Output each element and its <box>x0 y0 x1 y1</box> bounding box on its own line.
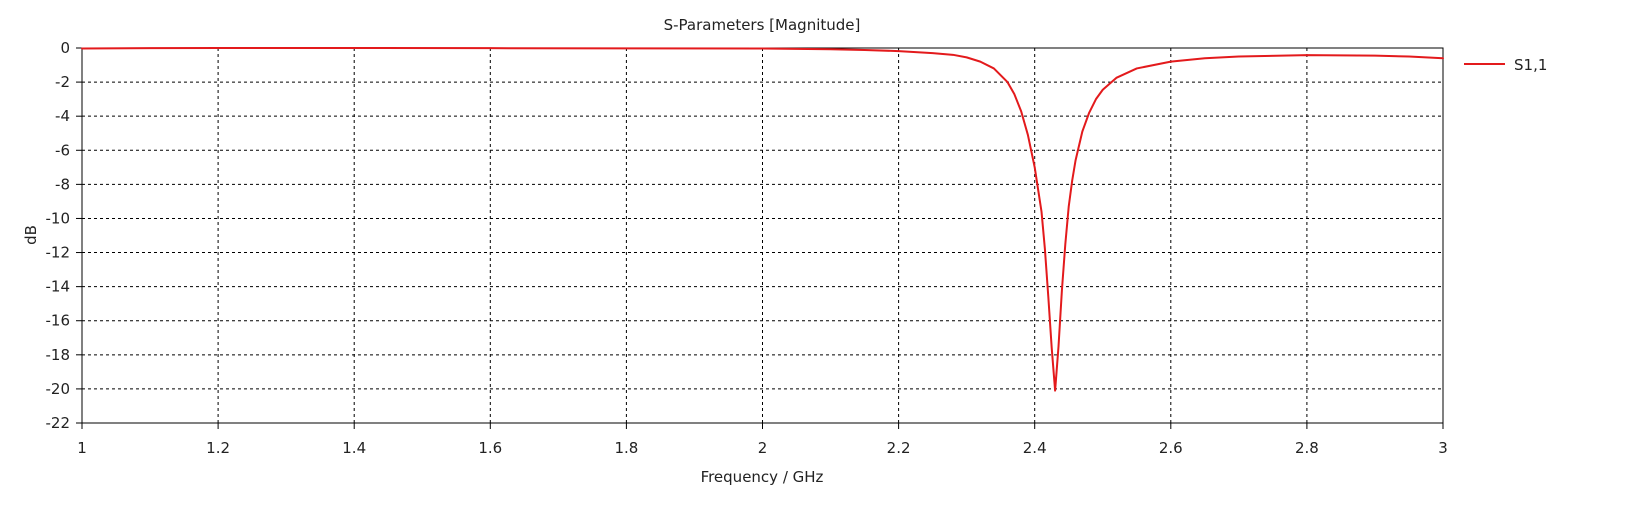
series-line-s1-1 <box>81 47 1444 392</box>
x-tick-label: 1.6 <box>478 439 502 457</box>
x-tick-label: 3 <box>1438 439 1448 457</box>
y-tick-label: -18 <box>46 346 71 364</box>
legend-label-s1-1: S1,1 <box>1514 56 1547 74</box>
y-tick-label: -20 <box>46 380 71 398</box>
x-tick-label: 1.4 <box>342 439 366 457</box>
x-tick-label: 2.4 <box>1023 439 1047 457</box>
y-tick-label: -14 <box>46 278 71 296</box>
y-tick-label: -6 <box>55 141 70 159</box>
x-tick-label: 2.6 <box>1159 439 1183 457</box>
y-tick-label: -2 <box>55 73 70 91</box>
y-tick-label: -12 <box>46 244 71 262</box>
y-axis-label: dB <box>22 225 40 245</box>
x-tick-label: 2.2 <box>887 439 911 457</box>
grid-layer <box>82 48 1443 423</box>
y-tick-label: 0 <box>60 39 70 57</box>
x-tick-label: 2 <box>758 439 768 457</box>
x-axis: 1 1.2 1.4 1.6 1.8 2 2.2 2.4 2.6 2.8 3 <box>77 423 1448 457</box>
x-tick-label: 1.8 <box>614 439 638 457</box>
y-tick-label: -8 <box>55 175 70 193</box>
y-tick-label: -4 <box>55 107 70 125</box>
y-tick-label: -10 <box>46 209 71 227</box>
x-tick-label: 2.8 <box>1295 439 1319 457</box>
chart-title: S-Parameters [Magnitude] <box>664 16 861 34</box>
x-tick-label: 1.2 <box>206 439 230 457</box>
x-tick-label: 1 <box>77 439 87 457</box>
y-tick-label: -22 <box>46 414 71 432</box>
x-axis-label: Frequency / GHz <box>701 468 824 486</box>
series-layer <box>81 47 1444 392</box>
y-tick-label: -16 <box>46 312 71 330</box>
legend: S1,1 <box>1464 56 1547 74</box>
y-axis: 0 -2 -4 -6 -8 -10 -12 -14 -16 -18 -20 -22 <box>46 39 82 432</box>
